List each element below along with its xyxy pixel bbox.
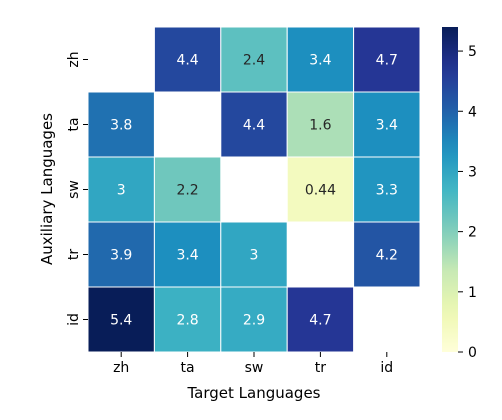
- heatmap-cell: [220, 26, 288, 93]
- heatmap-cell: [153, 156, 222, 223]
- heatmap-cell: [153, 26, 222, 93]
- cell-value-label: 0.44: [305, 183, 336, 199]
- heatmap-cell: [286, 286, 355, 353]
- heatmap-cell: [353, 91, 421, 158]
- colorbar-tick-label: 5: [468, 44, 477, 60]
- x-axis: zh ta sw tr id: [113, 352, 393, 376]
- cell-value-label: 1.6: [309, 118, 331, 134]
- cell-value-label: 4.4: [243, 118, 265, 134]
- y-tick-label: sw: [66, 180, 82, 199]
- heatmap-cell: [153, 286, 222, 353]
- y-tick-label: zh: [66, 51, 82, 67]
- heatmap-cell: [353, 26, 421, 93]
- cell-value-label: 3.4: [309, 53, 331, 69]
- heatmap-cell: [220, 91, 288, 158]
- colorbar-tick-label: 0: [468, 345, 477, 361]
- x-tick-label: ta: [181, 360, 195, 376]
- cell-value-label: 3: [117, 183, 126, 199]
- cell-value-label: 4.7: [309, 313, 331, 329]
- cell-value-label: 2.2: [176, 183, 198, 199]
- y-tick-label: tr: [66, 249, 82, 260]
- cell-value-label: 4.4: [176, 53, 198, 69]
- y-tick-label: id: [66, 313, 82, 326]
- colorbar-tick-label: 4: [468, 104, 477, 120]
- x-tick-label: sw: [245, 360, 264, 376]
- cell-value-label: 3.4: [176, 248, 198, 264]
- x-tick-label: tr: [315, 360, 326, 376]
- cell-value-label: 4.7: [376, 53, 398, 69]
- cell-value-label: 3: [250, 248, 259, 264]
- colorbar-ticks: 0 1 2 3 4 5: [458, 44, 477, 361]
- colorbar-tick-label: 1: [468, 285, 477, 301]
- colorbar-bar: [442, 27, 458, 352]
- cell-value-label: 2.8: [176, 313, 198, 329]
- colorbar-tick-label: 3: [468, 164, 477, 180]
- cell-value-label: 2.4: [243, 53, 265, 69]
- heatmap-cell: [353, 221, 421, 288]
- x-axis-title: Target Languages: [186, 384, 320, 402]
- cell-value-label: 5.4: [110, 313, 132, 329]
- heatmap-cell: [353, 156, 421, 223]
- colorbar-tick-label: 2: [468, 225, 477, 241]
- cell-value-label: 3.8: [110, 118, 132, 134]
- cell-value-label: 3.4: [376, 118, 398, 134]
- cell-value-label: 3.3: [376, 183, 398, 199]
- y-tick-label: ta: [66, 117, 82, 131]
- heatmap-cell: [220, 221, 288, 288]
- cell-value-label: 3.9: [110, 248, 132, 264]
- x-tick-label: zh: [113, 360, 129, 376]
- y-axis-title: Auxiliary Languages: [38, 113, 56, 265]
- cell-value-label: 2.9: [243, 313, 265, 329]
- cell-value-label: 4.2: [376, 248, 398, 264]
- heatmap-cells: [87, 26, 421, 353]
- x-tick-label: id: [380, 360, 393, 376]
- colorbar: 0 1 2 3 4 5: [442, 27, 477, 361]
- heatmap-cell: [286, 26, 355, 93]
- heatmap-cell: [153, 221, 222, 288]
- y-axis: zh ta sw tr id: [66, 51, 88, 326]
- cell-labels: 4.4 2.4 3.4 4.7 3.8 4.4 1.6 3.4 3 2.2 0.44 3.3 3.9 3.…: [110, 53, 398, 329]
- heatmap-cell: [220, 286, 288, 353]
